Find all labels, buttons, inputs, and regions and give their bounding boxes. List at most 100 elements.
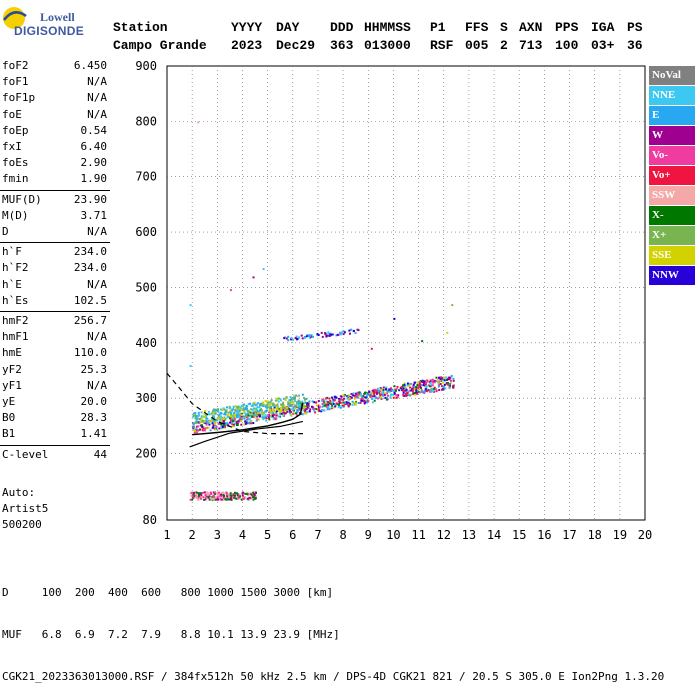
data-point: [385, 388, 387, 391]
data-point: [263, 410, 266, 413]
data-point: [352, 394, 355, 397]
x-tick-label: 5: [264, 528, 271, 542]
data-point: [200, 424, 203, 427]
data-point: [235, 497, 238, 500]
data-point: [198, 492, 201, 495]
data-point: [303, 396, 305, 399]
data-point: [265, 417, 268, 420]
data-point: [247, 403, 250, 405]
data-point: [334, 404, 337, 407]
data-point: [218, 496, 221, 499]
data-point: [216, 496, 219, 499]
data-point: [392, 393, 395, 396]
param-value: 6.450: [73, 59, 107, 72]
data-point: [197, 425, 200, 428]
param-value: 1.41: [80, 427, 108, 441]
data-point: [383, 394, 386, 396]
data-point: [326, 407, 329, 410]
data-point: [388, 388, 391, 391]
data-point: [260, 408, 263, 411]
param-name: h`E: [2, 277, 22, 291]
param-value: N/A: [87, 75, 107, 89]
data-point: [424, 388, 427, 391]
data-point: [311, 406, 314, 409]
data-point: [290, 337, 293, 339]
data-point: [327, 403, 330, 406]
data-point: [444, 387, 447, 390]
data-point: [439, 378, 442, 380]
data-point: [390, 393, 393, 396]
data-point: [240, 420, 243, 422]
data-point: [272, 408, 275, 411]
data-point: [371, 401, 374, 404]
data-point: [393, 317, 396, 320]
data-point: [237, 419, 240, 422]
data-point: [428, 385, 431, 388]
data-point: [275, 414, 278, 417]
param-row: hmF1 N/A: [0, 329, 110, 345]
header-value-0: Campo Grande: [113, 38, 207, 53]
param-name: hmF1: [2, 330, 29, 344]
data-point: [271, 414, 274, 417]
data-point: [387, 394, 389, 397]
data-point: [413, 381, 416, 384]
data-point: [275, 410, 278, 413]
data-point: [256, 406, 259, 409]
data-point: [220, 416, 223, 419]
data-point: [346, 395, 349, 398]
data-point: [423, 390, 426, 393]
data-point: [302, 403, 305, 405]
data-point: [198, 493, 200, 496]
data-point: [371, 397, 373, 400]
data-point: [219, 493, 222, 496]
data-point: [251, 409, 254, 412]
data-point: [272, 413, 275, 416]
data-point: [238, 411, 241, 414]
data-point: [403, 385, 406, 387]
data-point: [234, 491, 236, 494]
data-point: [300, 334, 303, 337]
data-point: [423, 382, 425, 385]
data-point: [236, 408, 239, 411]
data-point: [261, 402, 263, 405]
data-point: [393, 392, 396, 395]
data-point: [192, 426, 195, 429]
data-point: [316, 404, 318, 407]
data-point: [195, 415, 198, 418]
data-point: [317, 404, 320, 407]
data-point: [193, 429, 195, 432]
data-point: [199, 420, 202, 423]
data-point: [370, 347, 373, 350]
data-point: [210, 418, 213, 420]
data-point: [379, 394, 382, 396]
data-point: [200, 411, 203, 414]
data-point: [216, 498, 219, 501]
data-point: [231, 423, 234, 426]
data-point: [328, 397, 331, 400]
data-point: [220, 425, 223, 428]
data-point: [269, 401, 272, 404]
data-point: [279, 399, 282, 402]
data-point: [345, 401, 348, 404]
data-point: [285, 396, 288, 399]
y-tick-label: 800: [135, 114, 157, 128]
data-point: [191, 498, 194, 501]
data-point: [252, 496, 255, 498]
data-point: [244, 497, 247, 500]
data-point: [259, 415, 261, 418]
data-point: [255, 411, 258, 414]
data-point: [431, 389, 434, 392]
data-point: [382, 389, 385, 391]
data-point: [262, 401, 265, 404]
data-point: [267, 414, 270, 417]
data-point: [296, 401, 298, 404]
param-value: 1.90: [80, 172, 108, 186]
data-point: [213, 410, 216, 413]
data-point: [230, 418, 233, 421]
data-point: [271, 412, 274, 415]
data-point: [430, 390, 433, 393]
data-point: [242, 411, 245, 414]
data-point: [266, 409, 268, 412]
data-point: [234, 413, 237, 416]
data-point: [271, 413, 274, 416]
